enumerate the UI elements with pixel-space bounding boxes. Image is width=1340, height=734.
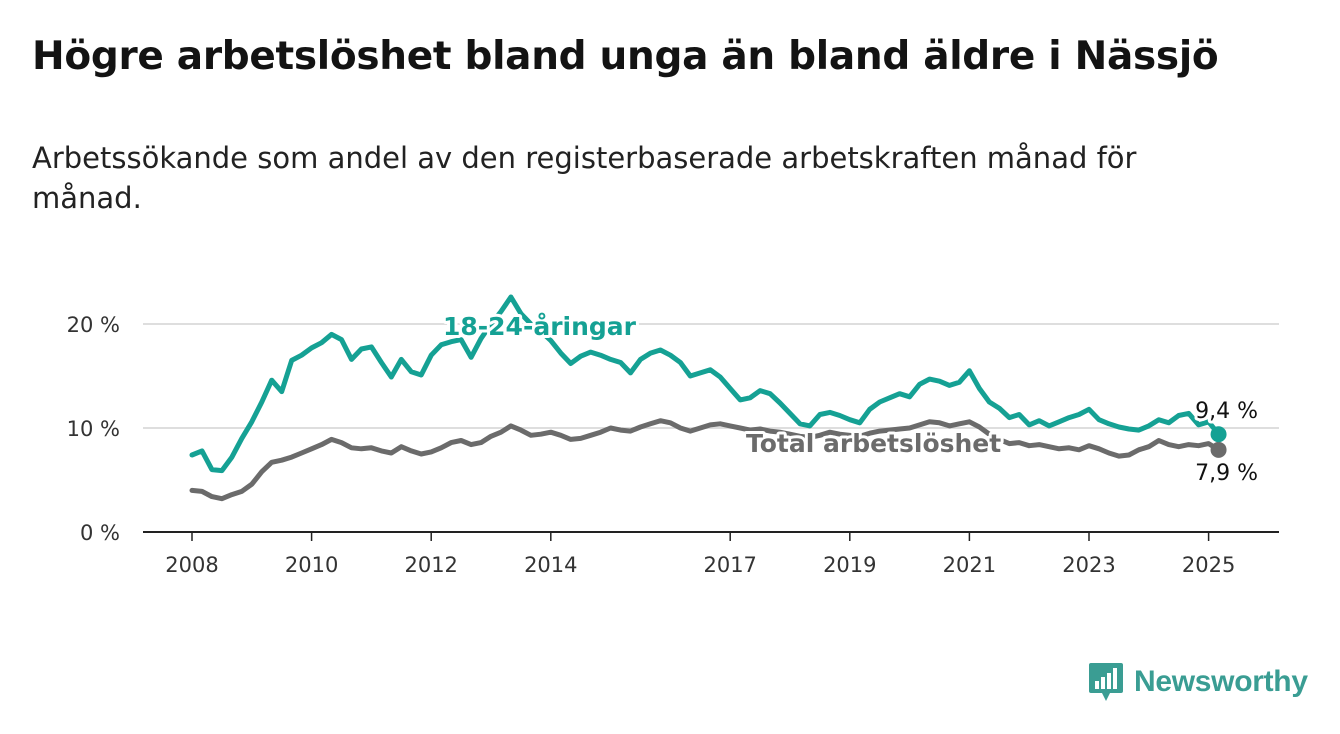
x-tick-label: 2012: [404, 553, 457, 577]
end-point-youth: [1210, 426, 1227, 443]
end-label-youth: 9,4 %: [1195, 399, 1258, 424]
brand-logo[interactable]: Newsworthy: [1088, 660, 1308, 704]
series-layer: [189, 294, 1227, 502]
end-label-total: 7,9 %: [1195, 461, 1258, 486]
x-tick-label: 2023: [1062, 553, 1115, 577]
x-axis: 2008 2010 2012 2014 2017 2019 2021 2023 2025: [143, 531, 1279, 577]
series-labels: 18-24-åringar Total arbetslöshet 9,4 % 7,9 …: [440, 309, 1261, 489]
chart-title: Högre arbetslöshet bland unga än bland ä…: [32, 34, 1219, 79]
y-tick-label: 0 %: [80, 521, 120, 545]
series-line-total: [189, 418, 1222, 502]
gridlines: [143, 323, 1279, 429]
x-tick-label: 2010: [285, 553, 338, 577]
x-tick-label: 2025: [1182, 553, 1235, 577]
series-label-total: Total arbetslöshet: [746, 429, 1001, 458]
x-tick-label: 2017: [703, 553, 756, 577]
chart-subtitle: Arbetssökande som andel av den registerb…: [32, 141, 1137, 215]
newsworthy-logo-icon: [1089, 663, 1123, 701]
y-axis-ticks: 0 % 10 % 20 %: [67, 313, 120, 545]
y-tick-label: 10 %: [67, 417, 120, 441]
x-tick-label: 2019: [823, 553, 876, 577]
x-tick-label: 2008: [165, 553, 218, 577]
x-tick-label: 2014: [524, 553, 577, 577]
brand-name: Newsworthy: [1134, 665, 1308, 698]
x-tick-label: 2021: [943, 553, 996, 577]
series-line-youth: [189, 294, 1222, 474]
end-point-total: [1210, 441, 1227, 458]
series-label-youth: 18-24-åringar: [443, 312, 637, 341]
y-tick-label: 20 %: [67, 313, 120, 337]
